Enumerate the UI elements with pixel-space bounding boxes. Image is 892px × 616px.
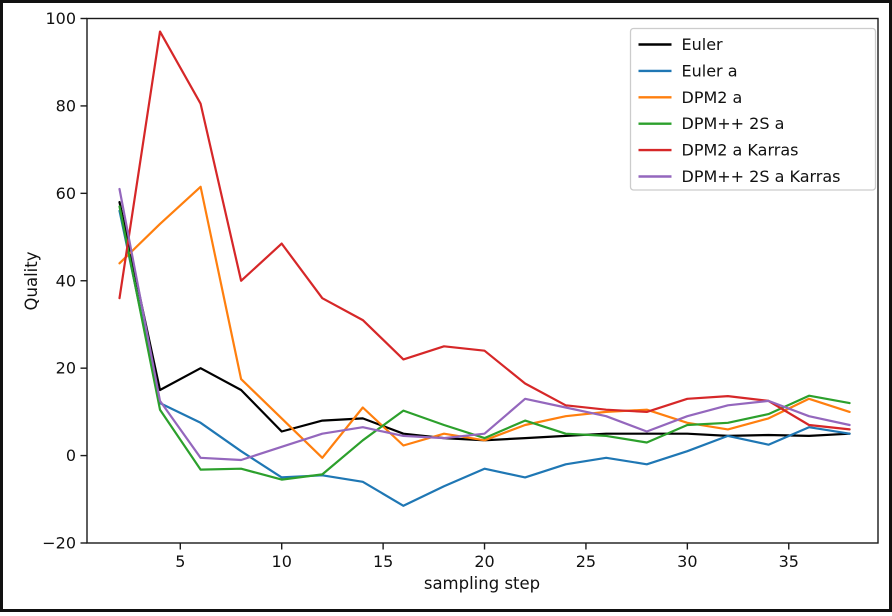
legend-entry-euler: Euler: [682, 35, 724, 54]
series-line-dpm-2s-a-karras: [118, 187, 851, 462]
series-line-dpm-2s-a: [118, 205, 851, 481]
x-tick-label: 35: [779, 552, 799, 571]
legend-entry-dpm-2s-a-karras: DPM++ 2S a Karras: [682, 167, 841, 186]
series-line-euler-a: [118, 209, 851, 507]
series-lines: [118, 30, 851, 507]
series-line-dpm2-a: [118, 185, 851, 459]
x-axis-label: sampling step: [424, 574, 540, 593]
y-tick-label: 60: [56, 184, 76, 203]
legend-box: [629, 27, 877, 191]
y-tick-label: 80: [56, 96, 76, 115]
y-tick-label: 20: [56, 359, 76, 378]
legend-entry-dpm2-a-karras: DPM2 a Karras: [682, 141, 799, 160]
y-tick-label: 100: [45, 9, 76, 28]
series-line-dpm2-a-karras: [118, 30, 851, 431]
x-tick-label: 10: [272, 552, 292, 571]
legend-entry-dpm-2s-a: DPM++ 2S a: [682, 114, 785, 133]
legend: Euler Euler a DPM2 a DPM++ 2S a DPM2 a Karra…: [629, 27, 877, 191]
x-axis-ticks: 5 10 15 20 25 30 35: [175, 543, 799, 571]
x-tick-label: 20: [474, 552, 494, 571]
x-tick-label: 5: [175, 552, 185, 571]
x-tick-label: 25: [576, 552, 596, 571]
y-tick-label: −20: [42, 534, 76, 553]
legend-entry-euler-a: Euler a: [682, 61, 738, 80]
y-axis-ticks: −20 0 20 40 60 80 100: [42, 9, 87, 553]
x-tick-label: 15: [373, 552, 393, 571]
y-tick-label: 40: [56, 271, 76, 290]
y-axis-label: Quality: [22, 251, 41, 310]
y-tick-label: 0: [66, 446, 76, 465]
legend-entry-dpm2-a: DPM2 a: [682, 88, 743, 107]
x-tick-label: 30: [677, 552, 697, 571]
